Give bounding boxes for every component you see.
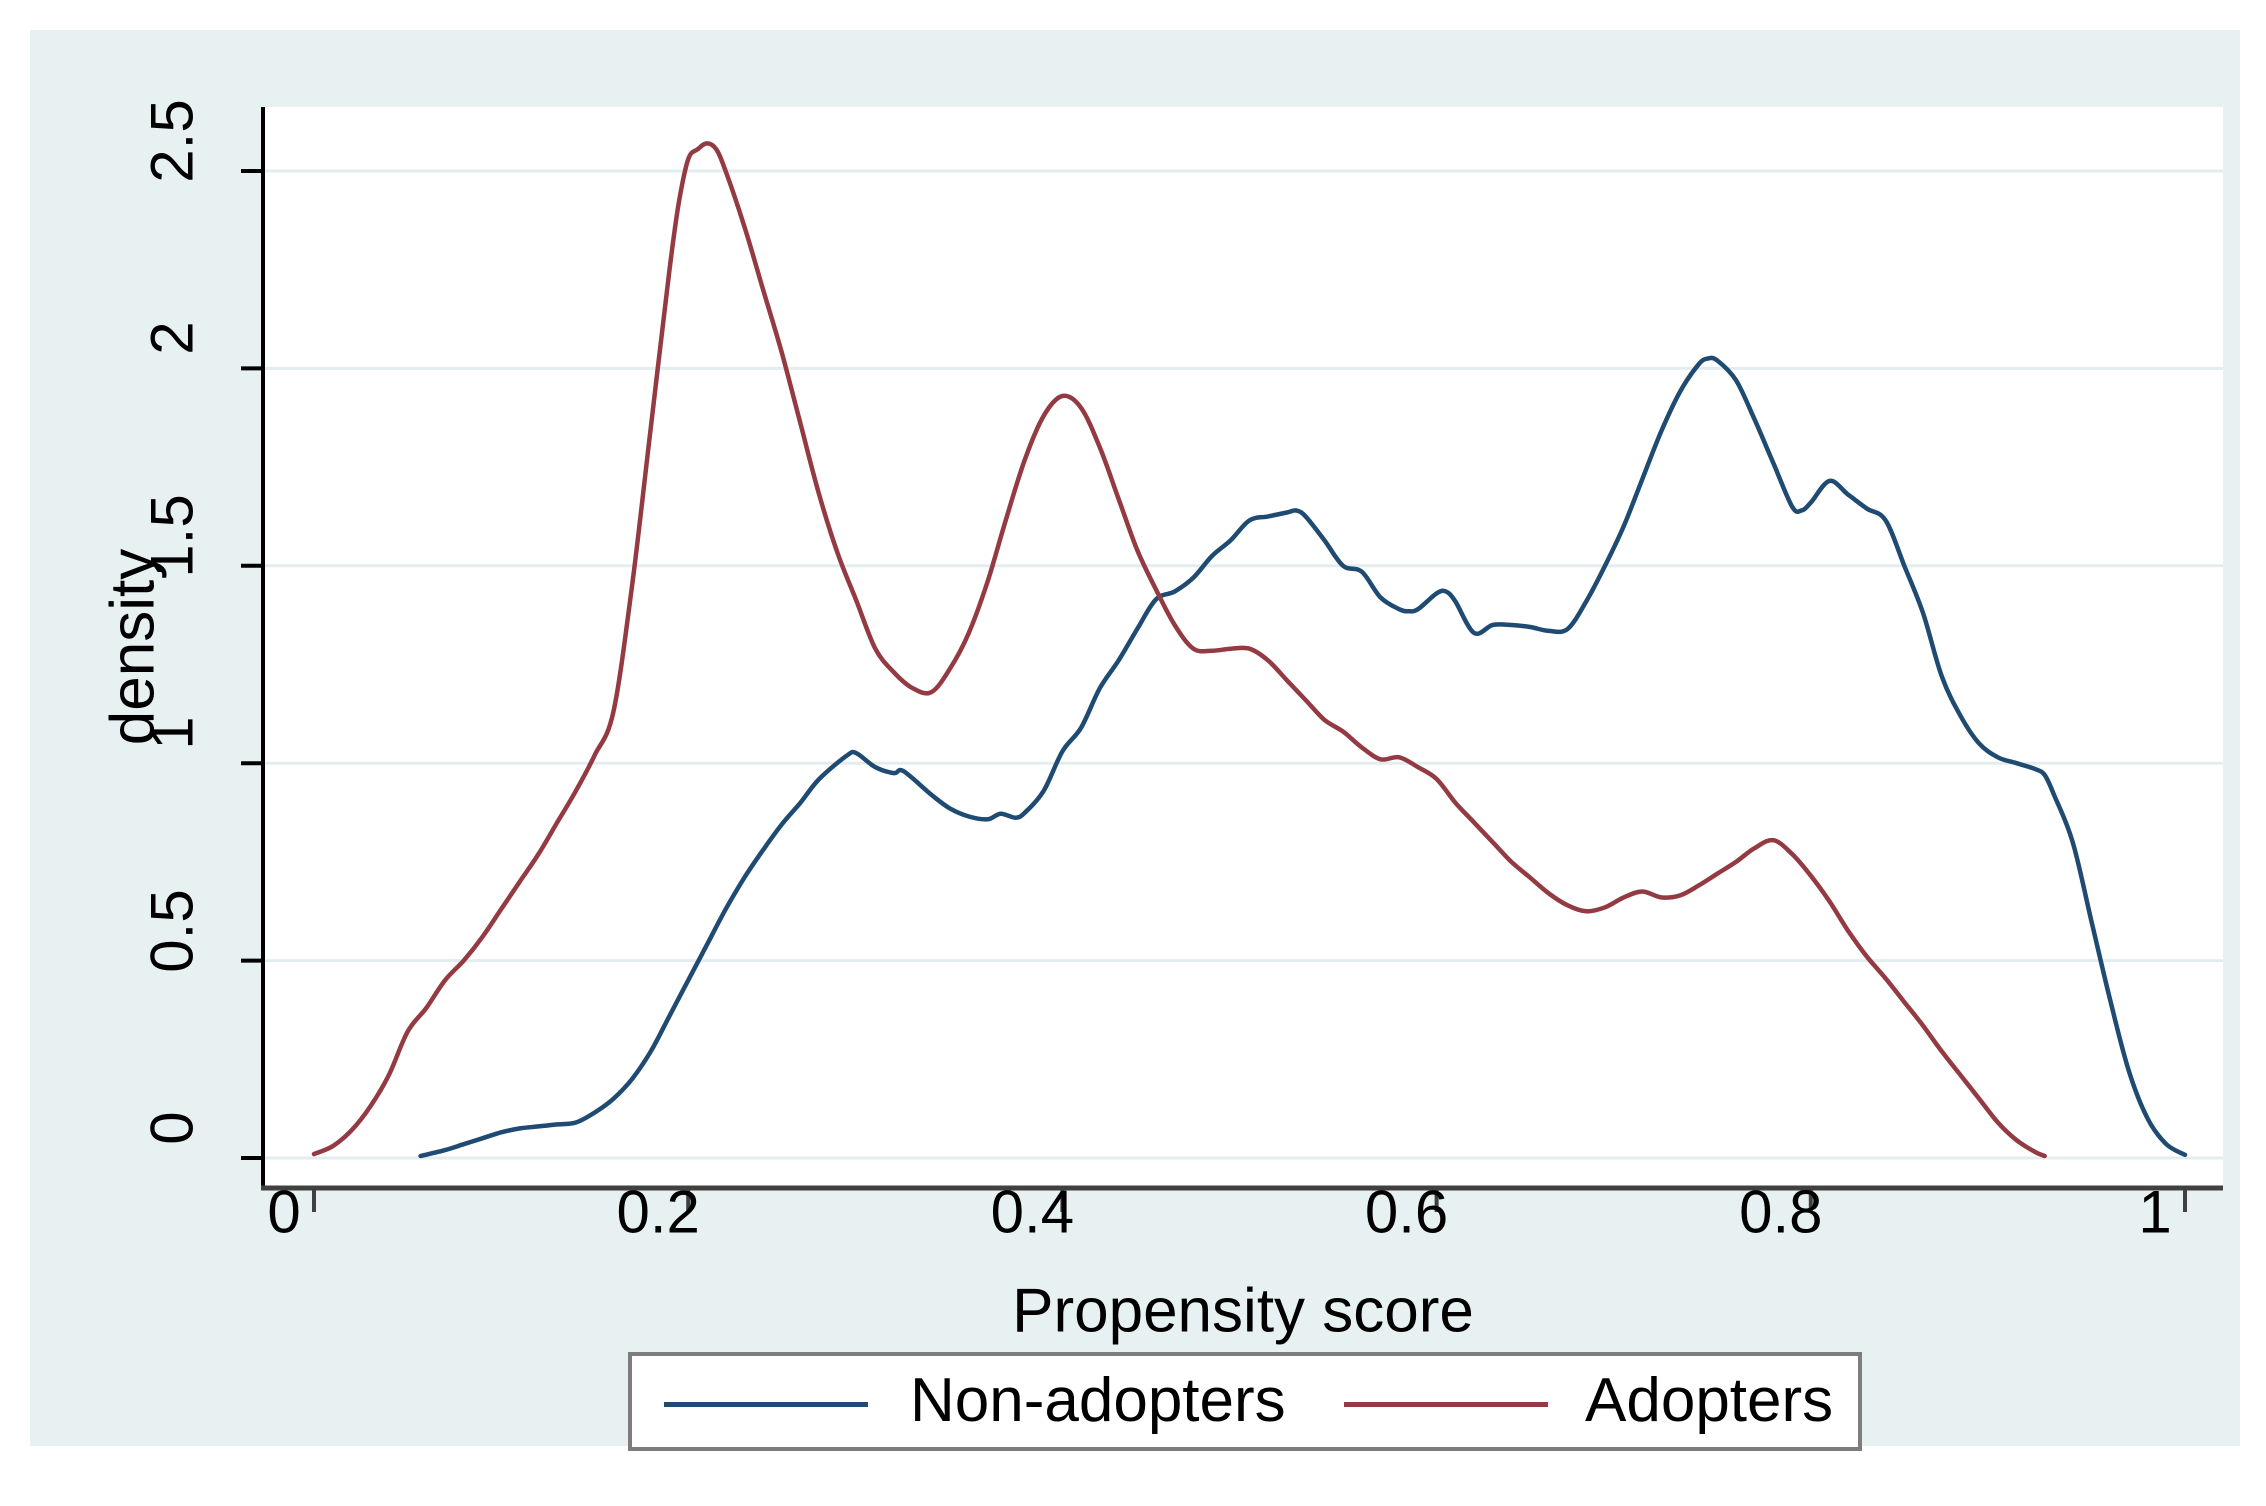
- x-tick-label-0.6: 0.6: [1364, 1178, 1449, 1246]
- x-tick-label-1: 1: [2138, 1178, 2172, 1246]
- legend-label-non-adopters: Non-adopters: [910, 1365, 1286, 1435]
- density-plot: [241, 107, 2223, 1212]
- adopters-line-swatch: [1344, 1402, 1548, 1407]
- y-tick-label-1: 1: [138, 716, 206, 750]
- x-tick-label-0.8: 0.8: [1739, 1178, 1823, 1246]
- y-tick-label-0.5: 0.5: [138, 888, 206, 973]
- y-tick-label-2.5: 2.5: [138, 99, 206, 183]
- x-tick-label-0: 0: [267, 1178, 301, 1246]
- adopters-curve: [311, 141, 2047, 1159]
- non-adopters-curve: [418, 355, 2188, 1159]
- y-tick-label-1.5: 1.5: [138, 494, 206, 578]
- figure-canvas: density Propensity score 0 0.5 1 1.5 2 2.5 0 0.…: [30, 30, 2240, 1451]
- y-tick-label-2: 2: [138, 321, 206, 356]
- x-tick-label-0.2: 0.2: [616, 1178, 700, 1246]
- non-adopters-line-swatch: [664, 1402, 868, 1407]
- x-tick-label-0.4: 0.4: [990, 1178, 1075, 1246]
- x-axis-title: Propensity score: [1012, 1276, 1474, 1346]
- legend-label-adopters: Adopters: [1585, 1365, 1834, 1435]
- y-tick-label-0: 0: [138, 1111, 206, 1145]
- legend: Non-adopters Adopters: [628, 1352, 1862, 1451]
